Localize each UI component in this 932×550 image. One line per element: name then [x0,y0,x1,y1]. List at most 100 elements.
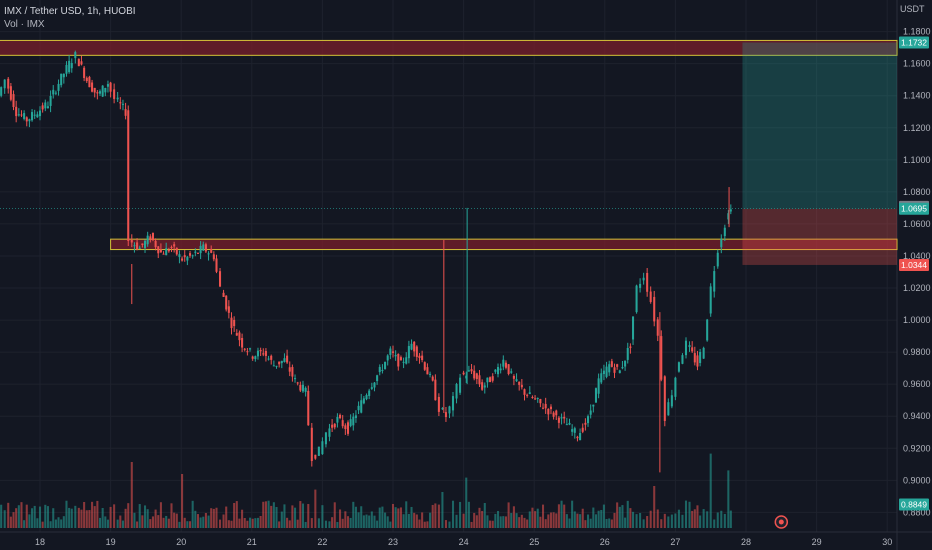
candle-body [592,404,595,407]
candle-body [563,416,566,419]
volume-bar [621,505,624,528]
y-tick-label: 1.0000 [903,315,931,325]
candle-body [321,441,324,455]
price-axis-badge [899,202,929,215]
volume-bar [579,514,582,528]
candle-body [444,412,447,418]
volume-bar [536,508,539,528]
volume-bar [520,514,523,528]
volume-bar [272,502,275,528]
volume-bar [183,517,186,528]
candle-body [307,390,310,426]
volume-bar [360,506,363,528]
candle-body [677,362,680,372]
candle-body [278,361,281,365]
volume-bar [384,512,387,528]
volume-bar [68,507,71,528]
candle-body [565,424,568,426]
volume-bar [467,501,470,528]
candle-body [632,316,635,340]
candle-body [286,355,289,363]
candle-body [384,361,387,369]
volume-bar [560,500,563,528]
candle-body [467,370,470,372]
volume-bar [565,514,568,528]
volume-bar [133,512,136,528]
candle-body [133,245,136,247]
candle-body [93,87,96,93]
volume-bar [33,505,36,528]
volume-bar [610,519,613,528]
candle-body [399,357,402,361]
candle-body [520,384,523,388]
candle-body [534,398,537,400]
candle-body [60,73,63,86]
volume-bar [713,519,716,528]
candle-body [251,356,254,359]
volume-bar [437,504,440,528]
volume-bar [465,477,468,528]
candle-body [713,271,716,292]
candle-body [121,103,124,105]
x-tick-label: 25 [529,537,539,547]
candle-body [25,117,28,122]
volume-bar [354,506,357,528]
candle-body [301,384,305,392]
candle-body [616,364,619,367]
candle-body [44,102,47,109]
volume-bar [597,510,600,528]
candle-body [136,242,139,250]
volume-bar [426,521,429,528]
volume-bar [233,503,236,528]
candle-body [235,333,238,336]
candle-body [299,384,302,391]
volume-bar [605,518,608,528]
volume-bar [191,500,194,528]
volume-bar [709,453,712,528]
candle-body [199,245,202,254]
x-tick-label: 19 [106,537,116,547]
candle-body [626,347,629,360]
price-axis-badge-text: 1.0695 [901,204,927,214]
candle-body [478,375,481,385]
candle-body [613,367,616,373]
candle-body [618,370,621,374]
candle-body [46,106,49,109]
volume-bar [15,508,18,528]
volume-bar [528,511,531,528]
volume-bar [594,514,598,528]
volume-bar [602,504,605,528]
volume-bar [331,517,334,528]
volume-bar [17,505,20,528]
candle-body [57,83,60,91]
candle-body [119,102,122,104]
volume-bar [376,520,379,528]
candle-body [441,408,444,410]
volume-bar [225,506,228,528]
candle-body [729,209,732,212]
volume-bar [441,492,444,528]
candle-body [109,82,112,92]
volume-bar [12,512,15,528]
candle-body [635,285,638,313]
volume-bar [635,514,638,528]
candle-body [462,372,465,375]
candle-body [475,373,478,380]
candle-body [723,227,726,237]
volume-bar [720,510,723,528]
candle-body [394,354,397,357]
volume-bar [696,505,699,528]
candle-body [605,366,608,377]
candle-body [113,89,116,99]
candle-body [470,369,473,372]
volume-bar [235,501,238,528]
volume-bar [470,521,473,528]
x-tick-label: 27 [670,537,680,547]
candle-body [65,64,68,74]
volume-bar [624,517,627,528]
candle-body [167,250,170,252]
volume-bar [399,507,402,528]
candle-body [410,343,413,350]
